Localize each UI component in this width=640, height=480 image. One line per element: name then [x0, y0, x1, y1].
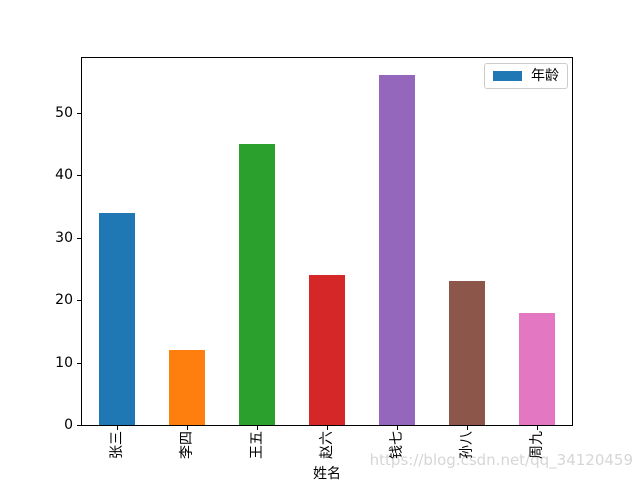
x-tick-label: 李四: [178, 431, 195, 459]
x-tick-label: 王五: [248, 431, 265, 459]
bar-4: [309, 275, 345, 425]
y-tick-label: 10: [55, 354, 73, 371]
x-tick-label: 赵六: [318, 431, 335, 459]
x-tick-mark: [466, 426, 468, 430]
y-tick-mark: [77, 362, 81, 364]
x-tick-mark: [396, 426, 398, 430]
legend: 年龄: [484, 63, 568, 89]
legend-label: 年龄: [531, 68, 559, 84]
x-tick-mark: [186, 426, 188, 430]
bar-5: [379, 75, 415, 425]
plot-area: 年龄: [81, 57, 573, 426]
x-tick-label: 周九: [528, 431, 545, 459]
y-tick-label: 20: [55, 292, 73, 309]
y-tick-mark: [77, 300, 81, 302]
y-tick-mark: [77, 175, 81, 177]
y-tick-label: 30: [55, 229, 73, 246]
x-tick-mark: [536, 426, 538, 430]
x-tick-label: 孙八: [458, 431, 475, 459]
bars-container: [82, 58, 572, 425]
bar-3: [239, 144, 275, 425]
bar-7: [519, 313, 555, 425]
x-tick-label: 张三: [108, 431, 125, 459]
watermark: https://blog.csdn.net/qq_34120459: [369, 451, 633, 469]
y-tick-mark: [77, 425, 81, 426]
x-tick-mark: [256, 426, 258, 430]
y-tick-mark: [77, 237, 81, 239]
y-tick-label: 40: [55, 167, 73, 184]
x-tick-mark: [116, 426, 118, 430]
x-tick-label: 钱七: [388, 431, 405, 459]
bar-1: [99, 213, 135, 425]
x-axis-label: 姓名: [313, 466, 341, 480]
x-tick-mark: [326, 426, 328, 430]
legend-swatch: [493, 71, 522, 81]
y-tick-mark: [77, 112, 81, 114]
y-tick-label: 50: [55, 104, 73, 121]
bar-2: [169, 350, 205, 425]
y-tick-label: 0: [64, 417, 73, 433]
bar-6: [449, 281, 485, 425]
